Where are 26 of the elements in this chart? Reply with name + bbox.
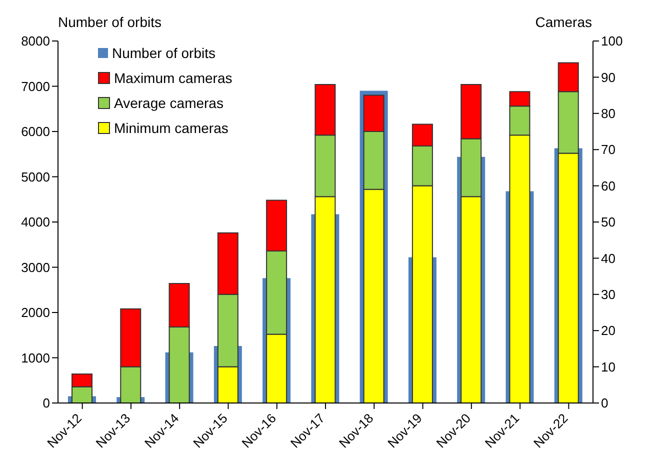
- y2-tick-label: 80: [601, 106, 616, 122]
- y-tick-label: 8000: [21, 34, 50, 49]
- y2-tick-label: 50: [601, 214, 616, 230]
- legend-label: Average cameras: [114, 94, 224, 110]
- y-tick-label: 4000: [21, 214, 50, 230]
- y-tick-label: 0: [42, 396, 50, 411]
- y-tick-label: 7000: [21, 78, 50, 94]
- y-tick-label: 5000: [21, 169, 50, 184]
- y-tick-label: 2000: [21, 305, 50, 320]
- y-axis-title: Number of orbits: [58, 14, 162, 30]
- y2-tick-label: 30: [601, 287, 616, 302]
- y2-axis-title: Cameras: [535, 14, 592, 30]
- y2-tick-label: 10: [601, 359, 616, 374]
- y2-tick-label: 0: [601, 396, 608, 411]
- legend-label: Minimum cameras: [114, 120, 228, 136]
- y2-tick-label: 40: [601, 250, 616, 266]
- legend-label: Maximum cameras: [114, 70, 232, 86]
- y2-tick-label: 60: [601, 178, 616, 194]
- y-tick-label: 1000: [21, 350, 50, 366]
- y-tick-label: 6000: [21, 124, 50, 140]
- y2-tick-label: 70: [601, 142, 616, 158]
- y2-tick-label: 20: [601, 323, 616, 338]
- y-tick-label: 3000: [21, 260, 50, 275]
- y2-tick-label: 90: [601, 70, 616, 85]
- y2-tick-label: 100: [601, 34, 623, 49]
- legend-label: Number of orbits: [112, 44, 216, 60]
